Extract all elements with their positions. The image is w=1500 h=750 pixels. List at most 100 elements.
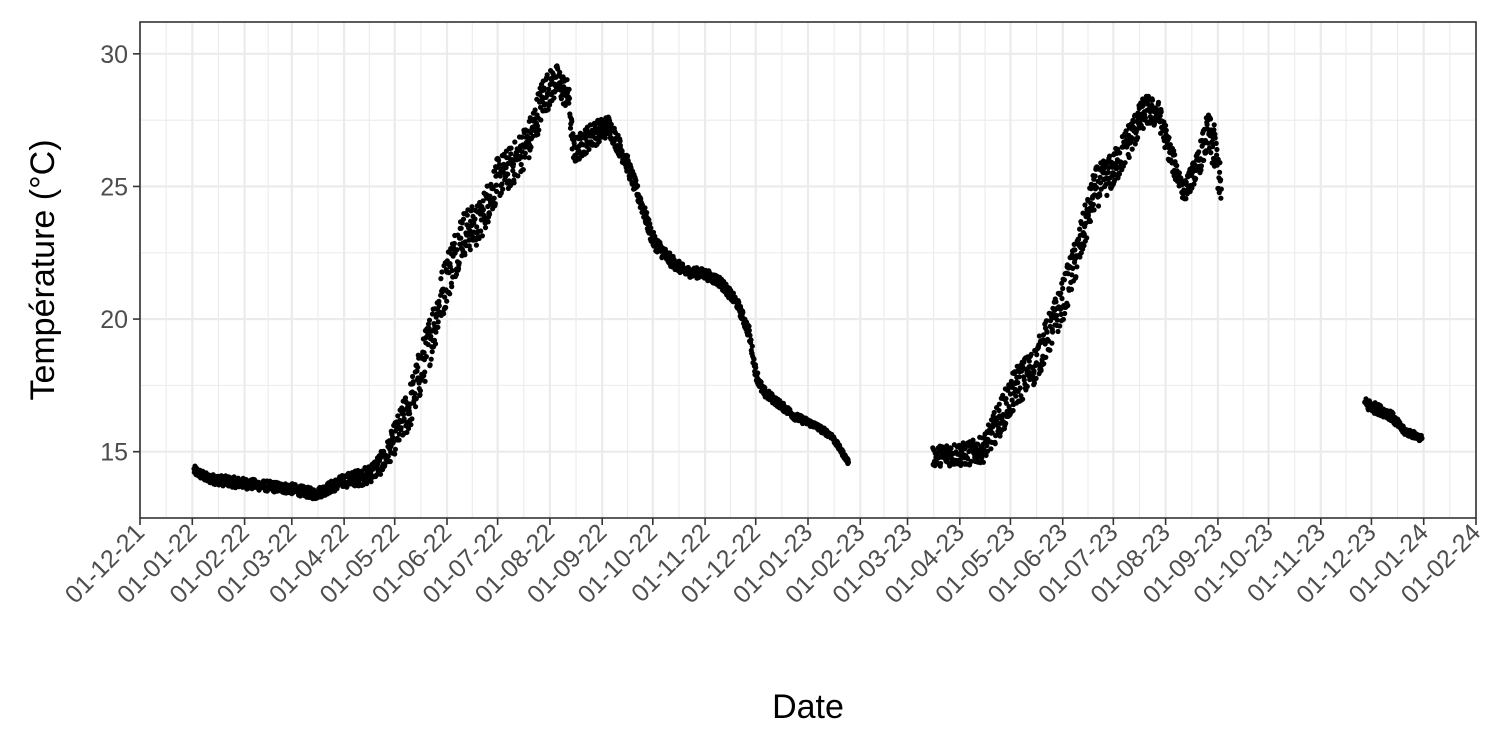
data-point — [449, 284, 455, 290]
data-point — [1178, 175, 1184, 181]
data-point — [1087, 218, 1093, 224]
data-point — [633, 177, 639, 184]
data-point — [558, 96, 565, 102]
data-point — [1077, 254, 1083, 260]
data-point — [398, 425, 404, 431]
data-point — [377, 471, 384, 477]
data-point — [1105, 169, 1111, 175]
data-point — [1077, 226, 1083, 232]
data-point — [1107, 153, 1113, 159]
data-point — [755, 370, 761, 376]
data-point — [1068, 286, 1075, 292]
data-point — [497, 173, 503, 179]
data-point — [387, 458, 393, 465]
data-point — [454, 247, 460, 253]
data-point — [1040, 332, 1047, 338]
data-point — [602, 135, 608, 141]
data-point — [478, 228, 484, 234]
data-point — [541, 85, 547, 91]
data-point — [996, 407, 1002, 414]
data-point — [1142, 115, 1148, 121]
data-point — [447, 291, 453, 297]
data-point — [503, 165, 509, 171]
data-point — [438, 276, 444, 282]
data-point — [410, 373, 416, 380]
data-point — [429, 349, 435, 355]
data-point — [1093, 184, 1100, 191]
data-point — [1122, 160, 1128, 166]
data-point — [646, 217, 652, 223]
data-point — [1207, 116, 1214, 122]
data-point — [534, 123, 541, 129]
data-point — [415, 364, 421, 370]
data-point — [989, 430, 995, 436]
data-point — [1054, 317, 1060, 323]
data-point — [1140, 103, 1146, 109]
data-point — [1076, 236, 1082, 243]
data-point — [1217, 169, 1223, 175]
data-point — [1212, 131, 1218, 137]
data-point — [617, 138, 623, 144]
data-point — [510, 168, 516, 174]
data-point — [1419, 435, 1425, 441]
data-point — [1366, 398, 1372, 404]
data-point — [392, 451, 398, 457]
data-point — [642, 205, 648, 211]
data-point — [1081, 243, 1087, 249]
data-point — [1009, 397, 1015, 403]
data-point — [435, 324, 441, 330]
data-point — [1081, 231, 1087, 237]
data-point — [480, 207, 486, 213]
data-point — [762, 385, 768, 391]
data-point — [1210, 155, 1217, 162]
data-point — [1074, 264, 1080, 270]
data-point — [390, 435, 396, 441]
data-point — [751, 356, 757, 362]
data-point — [1097, 192, 1103, 199]
data-point — [948, 445, 954, 451]
data-point — [439, 269, 445, 275]
data-point — [385, 453, 391, 459]
data-point — [404, 429, 410, 435]
data-point — [500, 186, 506, 192]
data-point — [975, 441, 981, 447]
data-point — [435, 319, 441, 325]
data-point — [1217, 160, 1223, 166]
data-point — [1196, 149, 1202, 155]
y-tick-label: 20 — [100, 306, 128, 334]
data-point — [1028, 351, 1034, 357]
data-point — [1031, 368, 1037, 374]
data-point — [1218, 177, 1224, 183]
data-point — [1106, 165, 1112, 171]
data-point — [938, 460, 944, 467]
data-point — [746, 327, 752, 333]
data-point — [564, 77, 570, 83]
data-point — [1047, 347, 1053, 353]
data-point — [528, 144, 534, 150]
data-point — [458, 225, 464, 231]
data-point — [1010, 407, 1016, 414]
data-point — [587, 122, 594, 128]
data-point — [746, 323, 752, 329]
data-point — [497, 162, 503, 168]
data-point — [753, 365, 759, 371]
data-point — [485, 219, 491, 225]
data-point — [586, 146, 592, 152]
data-point — [480, 198, 486, 204]
data-point — [1092, 173, 1098, 179]
data-point — [1189, 185, 1195, 191]
data-point — [510, 161, 517, 167]
data-point — [413, 396, 419, 402]
data-point — [395, 413, 401, 419]
data-point — [1059, 280, 1065, 286]
data-point — [515, 173, 521, 179]
data-point — [546, 86, 552, 92]
data-point — [451, 240, 457, 247]
data-point — [423, 354, 429, 360]
data-point — [1212, 135, 1218, 141]
data-point — [557, 69, 563, 75]
data-point — [453, 271, 460, 277]
data-point — [1167, 142, 1173, 148]
data-point — [1082, 202, 1088, 208]
data-point — [1171, 148, 1177, 154]
